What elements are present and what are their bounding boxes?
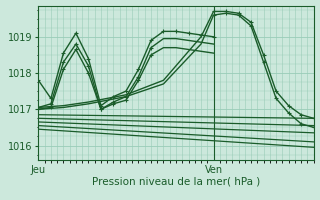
- X-axis label: Pression niveau de la mer( hPa ): Pression niveau de la mer( hPa ): [92, 176, 260, 186]
